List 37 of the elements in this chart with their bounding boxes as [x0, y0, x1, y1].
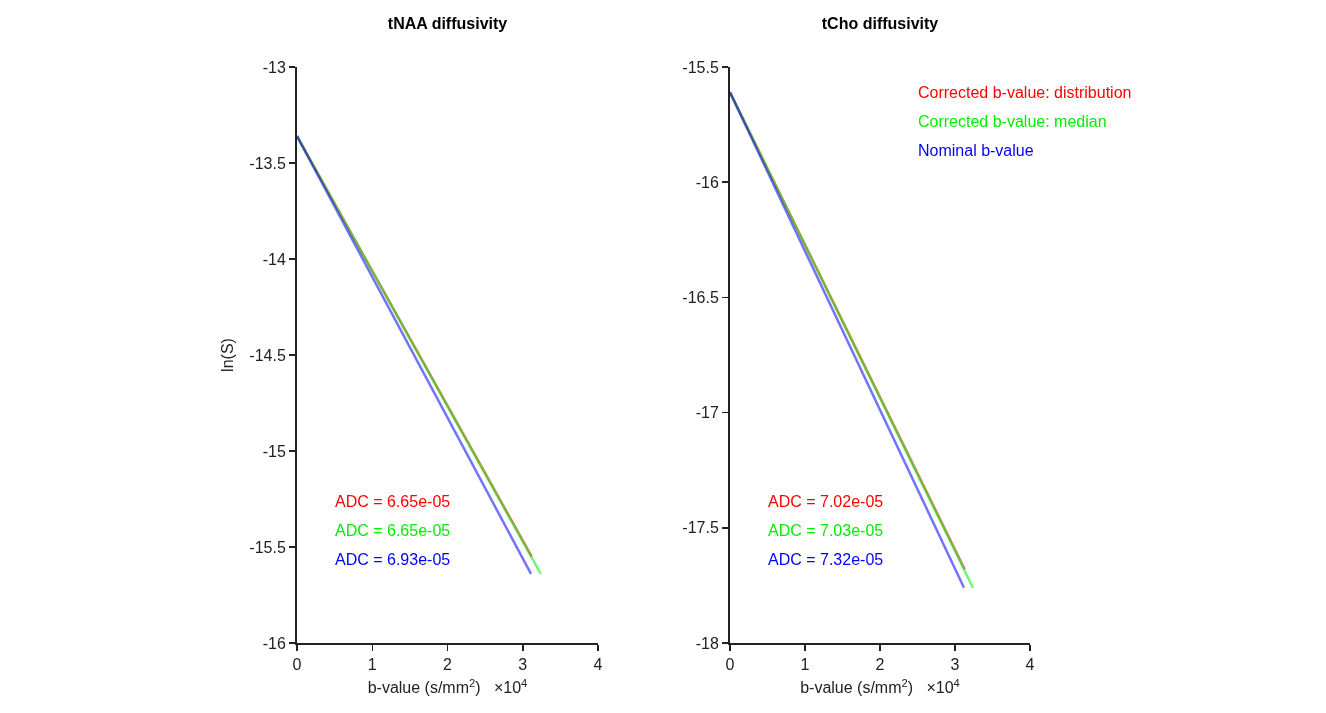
x-axis-title: b-value (s/mm$^{2}$) ×10$^{4}$	[367, 676, 528, 697]
annotation: ADC = 7.32e-05	[768, 551, 884, 568]
y-axis-title: ln(S)	[218, 338, 236, 372]
y-tick-label: -18	[695, 634, 719, 652]
y-tick-label: -17.5	[682, 519, 719, 537]
text: Corrected b-value: median	[918, 113, 1107, 130]
y-tick-label: -16	[262, 634, 286, 652]
annotation: ADC = 6.93e-05	[335, 551, 451, 568]
text: Corrected b-value: distribution	[918, 84, 1132, 101]
y-tick-label: -15	[262, 442, 286, 460]
annotation: ADC = 7.03e-05	[768, 522, 884, 539]
y-tick-label: -14	[262, 250, 286, 268]
x-tick-label: 1	[800, 656, 810, 674]
x-tick-label: 1	[367, 656, 377, 674]
x-tick-label: 2	[443, 656, 453, 674]
y-tick-label: -14.5	[249, 346, 286, 364]
x-tick-label: 4	[593, 656, 603, 674]
x-axis-title: b-value (s/mm$^{2}$) ×10$^{4}$	[800, 676, 960, 697]
x-tick-label: 4	[1025, 656, 1035, 674]
y-tick-label: -17	[695, 404, 719, 422]
y-tick-label: -15.5	[249, 538, 286, 556]
y-tick-label: -13	[262, 58, 286, 76]
annotation: ADC = 6.65e-05	[335, 493, 451, 510]
chart-title: tCho diffusivity	[821, 15, 939, 33]
x-tick-label: 3	[950, 656, 960, 674]
y-tick-label: -15.5	[682, 58, 719, 76]
annotation: ADC = 6.65e-05	[335, 522, 451, 539]
x-tick-label: 0	[292, 656, 302, 674]
y-tick-label: -16	[695, 173, 719, 191]
y-tick-label: -16.5	[682, 289, 719, 306]
y-tick-label: -13.5	[249, 154, 286, 172]
x-tick-label: 3	[518, 656, 528, 674]
annotation: ADC = 7.02e-05	[768, 493, 884, 510]
chart-title: tNAA diffusivity	[387, 15, 508, 33]
x-tick-label: 0	[725, 656, 735, 674]
text: Nominal b-value	[918, 142, 1034, 159]
x-tick-label: 2	[875, 656, 885, 674]
